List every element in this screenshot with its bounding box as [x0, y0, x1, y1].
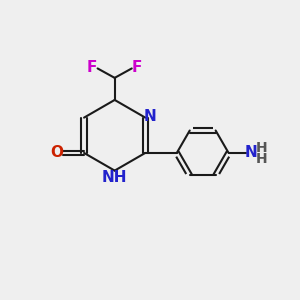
Text: H: H: [256, 152, 267, 166]
Text: O: O: [50, 146, 63, 160]
Text: N: N: [244, 145, 257, 160]
Text: F: F: [87, 60, 98, 75]
Text: NH: NH: [101, 169, 127, 184]
Text: H: H: [256, 141, 267, 154]
Text: F: F: [132, 60, 142, 75]
Text: N: N: [144, 109, 156, 124]
